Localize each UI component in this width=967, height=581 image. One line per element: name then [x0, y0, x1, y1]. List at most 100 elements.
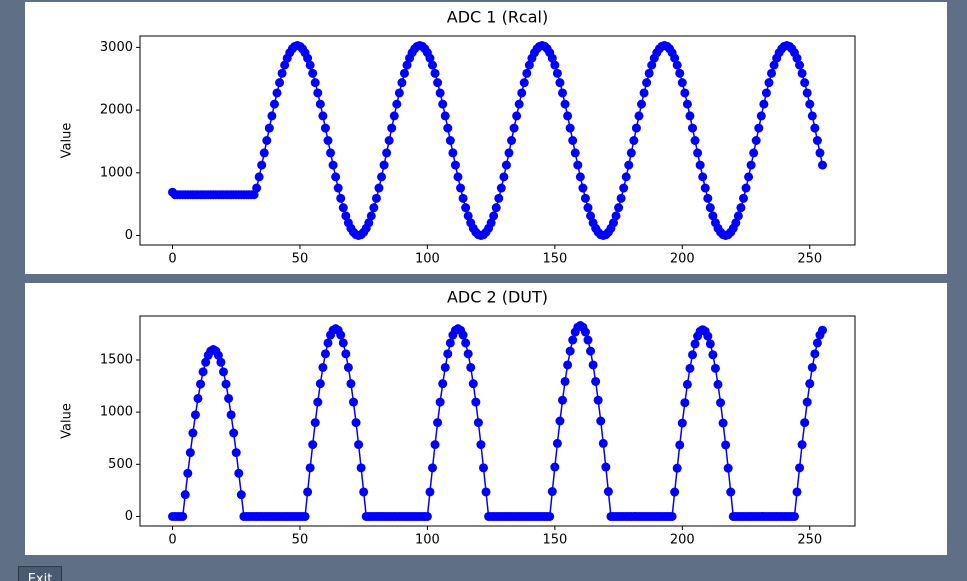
data-point — [481, 487, 491, 497]
data-point — [698, 172, 708, 182]
data-point — [438, 99, 448, 109]
data-point — [512, 111, 522, 121]
data-point — [624, 160, 634, 170]
data-point — [588, 360, 598, 370]
data-point — [795, 60, 805, 70]
data-point — [568, 335, 578, 345]
data-point — [198, 367, 208, 377]
button-area: Exit — [18, 566, 62, 581]
data-point — [458, 193, 468, 203]
data-point — [438, 379, 448, 389]
data-point — [433, 418, 443, 428]
data-point — [226, 410, 236, 420]
data-point — [677, 418, 687, 428]
y-tick-label: 500 — [108, 457, 133, 472]
data-point — [688, 350, 697, 360]
data-point — [818, 325, 827, 335]
data-point — [318, 111, 328, 121]
data-point — [754, 123, 764, 133]
data-point — [580, 193, 590, 203]
data-point — [333, 183, 343, 193]
data-point — [193, 393, 203, 403]
data-point — [703, 331, 713, 341]
data-point — [461, 203, 471, 213]
data-point — [387, 123, 397, 133]
data-point — [736, 203, 746, 213]
data-point — [705, 203, 715, 213]
data-point — [693, 148, 703, 158]
data-point — [608, 218, 618, 228]
data-point — [366, 211, 376, 221]
data-point — [751, 136, 761, 145]
data-point — [598, 438, 608, 448]
data-point — [486, 218, 496, 228]
data-point — [216, 357, 226, 367]
data-point — [272, 88, 282, 98]
exit-button[interactable]: Exit — [18, 566, 62, 581]
data-point — [236, 490, 246, 500]
data-point — [601, 462, 611, 472]
data-point — [450, 160, 460, 170]
data-point — [710, 363, 720, 373]
data-point — [331, 172, 341, 182]
data-point — [213, 350, 223, 360]
data-point — [328, 160, 338, 170]
data-point — [466, 362, 476, 372]
data-point — [789, 511, 799, 521]
data-point — [593, 395, 603, 405]
data-point — [218, 367, 228, 377]
data-point — [802, 397, 812, 407]
data-point — [685, 363, 695, 373]
data-point — [642, 78, 652, 88]
data-point — [514, 99, 524, 109]
data-point — [761, 88, 771, 98]
data-point — [547, 53, 557, 63]
data-point — [224, 393, 234, 403]
data-point — [305, 463, 315, 473]
data-point — [807, 111, 817, 121]
data-point — [522, 68, 532, 78]
x-tick-label: 0 — [168, 252, 176, 267]
data-point — [196, 379, 206, 389]
data-point — [563, 360, 573, 370]
data-point — [267, 111, 277, 121]
data-point — [565, 123, 575, 133]
data-point — [377, 172, 387, 182]
data-point — [670, 53, 680, 63]
data-point — [504, 148, 514, 158]
data-point — [677, 78, 687, 88]
data-point — [430, 68, 440, 78]
data-point — [425, 53, 435, 63]
data-point — [746, 160, 756, 170]
data-point — [346, 379, 356, 389]
data-point — [619, 183, 629, 193]
data-point — [338, 338, 348, 348]
data-point — [565, 346, 575, 356]
data-point — [264, 123, 274, 133]
data-point — [688, 123, 697, 133]
data-point — [371, 193, 381, 203]
data-point — [568, 136, 578, 145]
data-point — [575, 172, 585, 182]
data-point — [384, 136, 394, 145]
y-axis-label: Value — [60, 403, 75, 439]
data-point — [397, 78, 407, 88]
data-point — [555, 78, 565, 88]
data-point — [440, 111, 450, 121]
data-point — [708, 350, 718, 360]
data-point — [389, 111, 399, 121]
data-point — [552, 68, 562, 78]
data-point — [275, 78, 285, 88]
data-point — [320, 123, 330, 133]
data-point — [723, 463, 733, 473]
x-tick-label: 250 — [797, 533, 822, 548]
data-point — [759, 99, 769, 109]
data-point — [749, 148, 759, 158]
data-point — [810, 349, 820, 359]
data-point — [675, 440, 685, 450]
data-point — [560, 99, 570, 109]
data-point — [341, 349, 351, 359]
data-point — [550, 60, 560, 70]
data-point — [326, 148, 336, 158]
data-point — [573, 160, 583, 170]
